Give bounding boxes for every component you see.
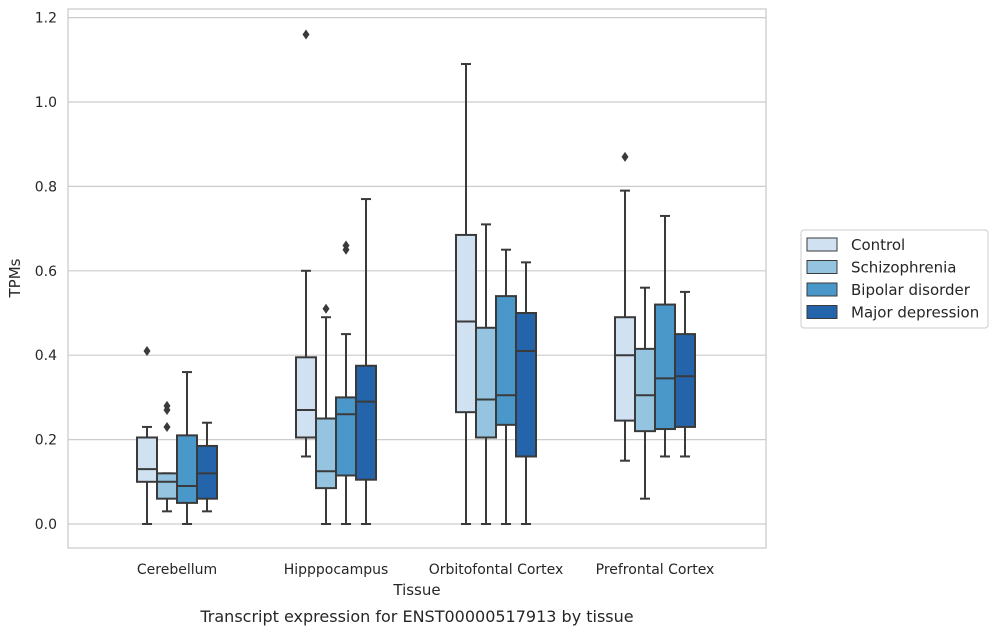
box-group: [295, 29, 317, 458]
outlier-point: [621, 151, 629, 162]
y-tick-label: 1.0: [35, 95, 57, 111]
iqr-box: [176, 434, 198, 504]
outlier-point: [163, 405, 171, 416]
x-tick-label: Cerebellum: [137, 562, 217, 578]
y-tick-label: 0.2: [35, 433, 57, 449]
iqr-box: [295, 356, 317, 439]
y-axis-title: TPMs: [6, 258, 24, 298]
x-axis-title: Tissue: [392, 581, 440, 599]
iqr-box: [315, 417, 337, 490]
x-tick-label: Hipppocampus: [284, 562, 389, 578]
box-group: [495, 248, 517, 525]
iqr-box: [654, 303, 676, 431]
legend-swatch: [806, 282, 838, 297]
legend: Control Schizophrenia Bipolar disorder Majo…: [800, 229, 989, 329]
iqr-box: [614, 316, 636, 422]
outlier-point: [322, 303, 330, 314]
y-tick-label: 1.2: [35, 11, 57, 27]
box-group: [196, 421, 218, 513]
legend-label: Control: [851, 236, 905, 254]
x-tick-label: Prefrontal Cortex: [596, 562, 715, 578]
box-group: [156, 400, 178, 513]
y-tick-labels: 0.0 0.2 0.4 0.6 0.8 1.0 1.2: [35, 11, 57, 533]
iqr-box: [196, 444, 218, 500]
legend-label: Schizophrenia: [851, 259, 956, 277]
legend-frame: [800, 229, 989, 329]
legend-swatch: [806, 260, 838, 274]
iqr-box: [475, 326, 497, 439]
box-group: [335, 240, 357, 525]
box-group: [455, 63, 477, 525]
iqr-box: [455, 233, 477, 414]
box-group: [614, 151, 636, 462]
gridlines: [68, 17, 766, 525]
legend-swatch: [806, 305, 838, 319]
iqr-box: [634, 347, 656, 433]
legend-swatch: [806, 237, 838, 252]
box-group: [176, 371, 198, 525]
box-group: [654, 214, 676, 458]
box-group: [634, 286, 656, 500]
box-group: [355, 198, 377, 525]
box-group: [475, 223, 497, 525]
chart-caption: Transcript expression for ENST0000051791…: [199, 607, 633, 626]
box-group: [515, 261, 537, 525]
box-marks: [136, 29, 696, 525]
box-group: [136, 345, 158, 525]
outlier-point: [163, 421, 171, 432]
x-tick-label: Orbitofontal Cortex: [429, 562, 564, 578]
outlier-point: [302, 29, 310, 40]
y-tick-label: 0.8: [35, 179, 57, 195]
legend-label: Bipolar disorder: [851, 281, 971, 299]
legend-label: Major depression: [851, 304, 979, 322]
y-tick-label: 0.4: [35, 348, 57, 364]
x-tick-labels: Cerebellum Hipppocampus Orbitofontal Corte…: [137, 562, 714, 578]
plot-frame: [67, 8, 767, 549]
box-group: [315, 303, 337, 525]
box-group: [674, 290, 696, 458]
iqr-box: [335, 396, 357, 477]
outlier-point: [342, 244, 350, 255]
iqr-box: [136, 436, 158, 483]
iqr-box: [515, 312, 537, 458]
iqr-box: [495, 295, 517, 426]
iqr-box: [156, 472, 178, 500]
outlier-point: [143, 345, 151, 356]
iqr-box: [355, 364, 377, 481]
iqr-box: [674, 333, 696, 428]
y-tick-label: 0.6: [35, 264, 57, 280]
y-tick-label: 0.0: [35, 517, 57, 533]
